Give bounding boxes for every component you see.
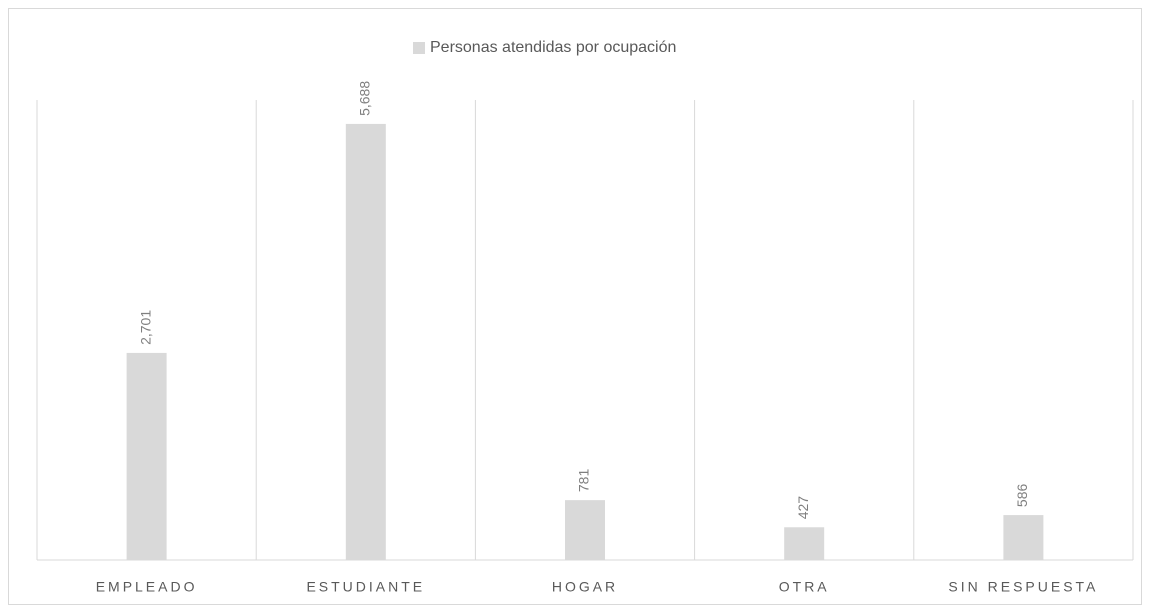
bar <box>126 352 167 560</box>
bar <box>345 123 386 561</box>
bar <box>784 527 825 560</box>
legend-label: Personas atendidas por ocupación <box>430 39 676 56</box>
legend-swatch <box>413 42 425 54</box>
bar <box>1003 515 1044 560</box>
x-tick-label: EMPLEADO <box>96 579 198 595</box>
x-tick-label: SIN RESPUESTA <box>948 579 1098 595</box>
data-label: 427 <box>795 496 811 520</box>
data-label: 586 <box>1014 484 1030 508</box>
bar <box>565 500 605 560</box>
x-tick-label: OTRA <box>779 579 830 595</box>
data-label: 2,701 <box>137 310 153 345</box>
x-tick-label: HOGAR <box>552 579 618 595</box>
data-label: 781 <box>576 469 592 493</box>
data-label: 5,688 <box>357 81 373 116</box>
x-tick-label: ESTUDIANTE <box>306 579 425 595</box>
